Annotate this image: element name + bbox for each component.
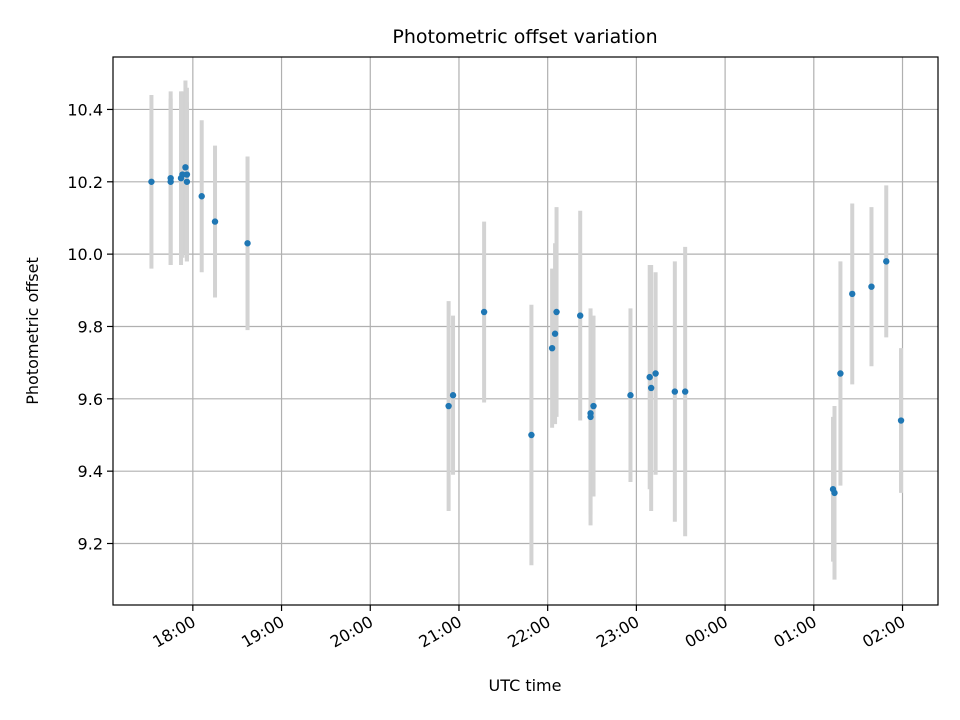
data-point [681, 388, 689, 395]
data-point [183, 171, 191, 178]
data-point [211, 218, 219, 225]
chart-title: Photometric offset variation [392, 26, 657, 48]
y-tick-label: 10.4 [67, 100, 103, 119]
data-point [671, 388, 679, 395]
y-axis-label: Photometric offset [23, 257, 42, 405]
data-point [647, 384, 655, 392]
data-point [244, 240, 251, 247]
data-point [480, 308, 488, 316]
data-point [551, 330, 559, 337]
data-point [587, 410, 594, 417]
data-point [831, 489, 838, 497]
y-tick-label: 10.2 [67, 173, 103, 192]
data-point [148, 178, 155, 185]
y-tick-label: 10.0 [67, 245, 103, 264]
y-tick-label: 9.2 [78, 535, 103, 554]
data-point [167, 178, 174, 185]
y-tick-label: 9.8 [78, 317, 103, 336]
data-point [198, 193, 205, 200]
data-point [553, 308, 560, 316]
y-tick-label: 9.6 [78, 390, 103, 409]
data-point [528, 431, 535, 439]
data-point [445, 402, 452, 410]
data-point [652, 370, 659, 377]
data-point [868, 283, 875, 290]
data-point [627, 392, 634, 399]
y-tick-label: 9.4 [78, 462, 103, 481]
plot-frame [112, 56, 939, 606]
x-axis-label: UTC time [489, 676, 562, 695]
grid-lines [113, 57, 938, 605]
data-point [646, 373, 653, 381]
data-point [182, 164, 189, 171]
data-point [849, 290, 856, 298]
data-point [449, 392, 457, 399]
data-point [590, 402, 597, 410]
data-point [548, 344, 556, 352]
data-points [148, 164, 905, 497]
data-point [883, 258, 890, 265]
data-point [577, 312, 584, 319]
data-point [837, 370, 844, 377]
data-point [183, 178, 191, 185]
data-point [179, 171, 186, 178]
data-point [897, 417, 905, 424]
